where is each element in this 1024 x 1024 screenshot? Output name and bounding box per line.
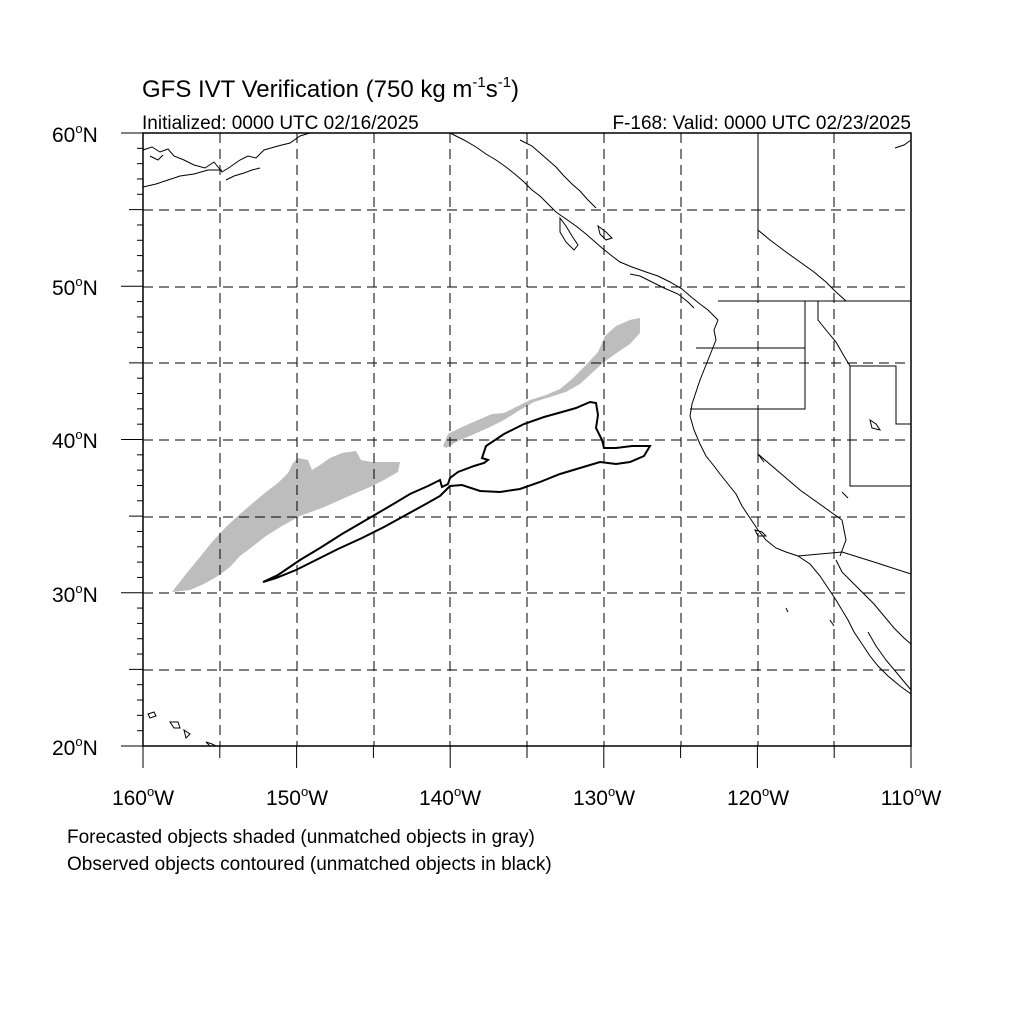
lon-label-140w: 140oW — [419, 784, 481, 810]
legend-observed-note: Observed objects contoured (unmatched ob… — [67, 854, 552, 875]
lon-label-150w: 150oW — [266, 784, 328, 810]
valid-time-label: F-168: Valid: 0000 UTC 02/23/2025 — [612, 113, 911, 134]
forecast-objects — [172, 318, 640, 592]
forecast-object-east — [443, 318, 640, 448]
init-time-label: Initialized: 0000 UTC 02/16/2025 — [142, 113, 419, 134]
graticule — [143, 133, 911, 746]
legend-forecast-note: Forecasted objects shaded (unmatched obj… — [67, 827, 535, 848]
longitude-labels: 160oW 150oW 140oW 130oW 120oW 110oW — [112, 784, 942, 810]
axis-ticks — [121, 132, 912, 768]
latitude-labels: 60oN 50oN 40oN 30oN 20oN — [52, 121, 98, 760]
figure-title: GFS IVT Verification (750 kg m-1s-1) — [142, 74, 519, 103]
lat-label-30: 30oN — [52, 581, 98, 607]
lon-label-110w: 110oW — [881, 784, 942, 810]
lat-label-60: 60oN — [52, 121, 98, 147]
lon-label-130w: 130oW — [573, 784, 635, 810]
lat-label-50: 50oN — [52, 274, 98, 300]
lat-label-40: 40oN — [52, 427, 98, 453]
lon-label-160w: 160oW — [112, 784, 174, 810]
observed-object-contour — [262, 400, 652, 583]
lat-label-20: 20oN — [52, 734, 98, 760]
forecast-object-west — [172, 451, 400, 592]
coastlines — [142, 132, 912, 747]
lon-label-120w: 120oW — [727, 784, 789, 810]
